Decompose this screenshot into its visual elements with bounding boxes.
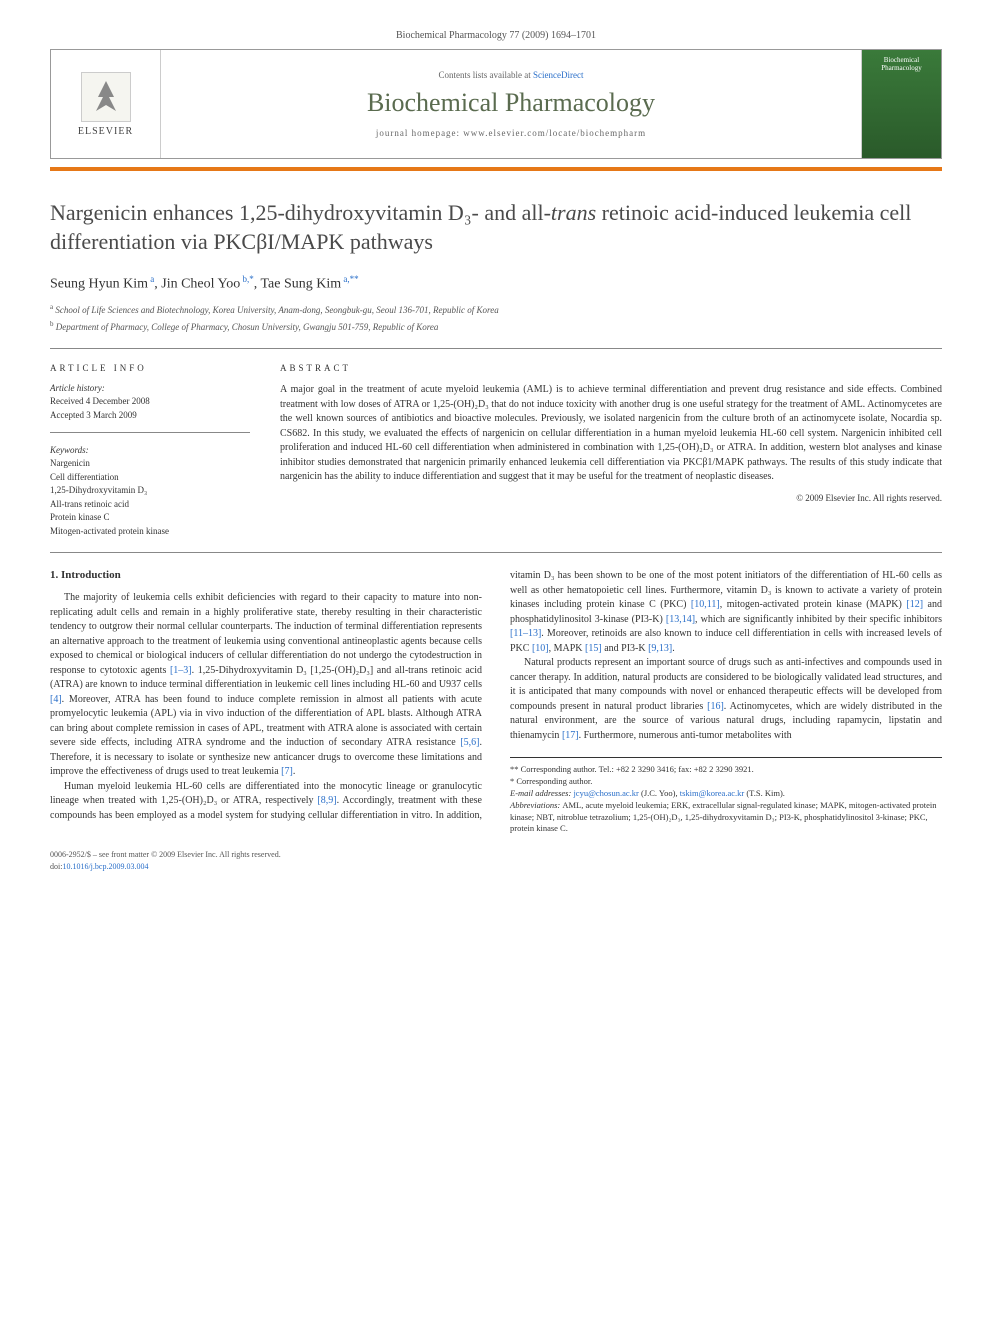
ref-12[interactable]: [12] <box>906 599 923 610</box>
intro-paragraph-3: Natural products represent an important … <box>510 656 942 743</box>
keyword: Cell differentiation <box>50 471 250 485</box>
contents-available: Contents lists available at ScienceDirec… <box>439 70 584 80</box>
doi-label: doi: <box>50 862 62 871</box>
contents-prefix: Contents lists available at <box>439 70 533 80</box>
article-info-column: ARTICLE INFO Article history: Received 4… <box>50 363 250 538</box>
received-line: Received 4 December 2008 <box>50 395 250 409</box>
keywords-list: NargenicinCell differentiation1,25-Dihyd… <box>50 457 250 538</box>
divider-top <box>50 348 942 349</box>
banner-center: Contents lists available at ScienceDirec… <box>161 50 861 158</box>
p2g: , MAPK <box>549 643 585 654</box>
keywords-block: Keywords: NargenicinCell differentiation… <box>50 445 250 538</box>
ref-11-13[interactable]: [11–13] <box>510 628 541 639</box>
journal-title: Biochemical Pharmacology <box>367 88 655 118</box>
cover-title: Biochemical Pharmacology <box>868 56 935 72</box>
keyword: Protein kinase C <box>50 511 250 525</box>
p1a: The majority of leukemia cells exhibit d… <box>50 592 482 676</box>
accent-bar <box>50 167 942 171</box>
keywords-label: Keywords: <box>50 445 250 455</box>
keyword: Mitogen-activated protein kinase <box>50 525 250 539</box>
ref-17[interactable]: [17] <box>562 730 579 741</box>
front-matter-line: 0006-2952/$ – see front matter © 2009 El… <box>50 849 942 860</box>
elsevier-tree-icon <box>81 72 131 122</box>
ref-5-6[interactable]: [5,6] <box>460 737 479 748</box>
doi-line: doi:10.1016/j.bcp.2009.03.004 <box>50 861 942 872</box>
footnotes: ** Corresponding author. Tel.: +82 2 329… <box>510 757 942 835</box>
page-footer: 0006-2952/$ – see front matter © 2009 El… <box>50 849 942 871</box>
publisher-logo-box: ELSEVIER <box>51 50 161 158</box>
p2i: . <box>672 643 675 654</box>
keyword: All-trans retinoic acid <box>50 498 250 512</box>
author-list: Seung Hyun Kim a, Jin Cheol Yoo b,*, Tae… <box>50 274 942 293</box>
abbrev-label: Abbreviations: <box>510 800 562 810</box>
p1c: . Moreover, ATRA has been found to induc… <box>50 694 482 749</box>
running-header: Biochemical Pharmacology 77 (2009) 1694–… <box>50 30 942 41</box>
corresponding-2: ** Corresponding author. Tel.: +82 2 329… <box>510 764 942 776</box>
abstract-text: A major goal in the treatment of acute m… <box>280 383 942 485</box>
ref-16[interactable]: [16] <box>707 701 724 712</box>
p1e: . <box>293 766 296 777</box>
journal-banner: ELSEVIER Contents lists available at Sci… <box>50 49 942 159</box>
email2-who: (T.S. Kim). <box>744 788 785 798</box>
doi-link[interactable]: 10.1016/j.bcp.2009.03.004 <box>62 862 148 871</box>
ref-4[interactable]: [4] <box>50 694 62 705</box>
affiliation: b Department of Pharmacy, College of Pha… <box>50 320 942 334</box>
ref-1-3[interactable]: [1–3] <box>170 665 192 676</box>
ref-13-14[interactable]: [13,14] <box>666 614 695 625</box>
intro-paragraph-1: The majority of leukemia cells exhibit d… <box>50 591 482 780</box>
affiliation: a School of Life Sciences and Biotechnol… <box>50 303 942 317</box>
journal-cover-thumbnail: Biochemical Pharmacology <box>861 50 941 158</box>
abbrev-text: AML, acute myeloid leukemia; ERK, extrac… <box>510 800 936 834</box>
article-title: Nargenicin enhances 1,25-dihydroxyvitami… <box>50 199 942 256</box>
info-divider <box>50 432 250 433</box>
ref-9-13[interactable]: [9,13] <box>648 643 672 654</box>
history-label: Article history: <box>50 383 250 393</box>
section-1-heading: 1. Introduction <box>50 569 482 581</box>
article-info-heading: ARTICLE INFO <box>50 363 250 373</box>
ref-10-11[interactable]: [10,11] <box>691 599 720 610</box>
email-kim[interactable]: tskim@korea.ac.kr <box>680 788 744 798</box>
divider-bottom <box>50 552 942 553</box>
accepted-line: Accepted 3 March 2009 <box>50 409 250 423</box>
journal-homepage: journal homepage: www.elsevier.com/locat… <box>376 128 646 138</box>
ref-10b[interactable]: [10] <box>532 643 549 654</box>
keyword: Nargenicin <box>50 457 250 471</box>
p3c: . Furthermore, numerous anti-tumor metab… <box>579 730 792 741</box>
sciencedirect-link[interactable]: ScienceDirect <box>533 70 583 80</box>
email-yoo[interactable]: jcyu@chosun.ac.kr <box>573 788 638 798</box>
body-columns: 1. Introduction The majority of leukemia… <box>50 569 942 835</box>
email-label: E-mail addresses: <box>510 788 573 798</box>
abstract-column: ABSTRACT A major goal in the treatment o… <box>280 363 942 538</box>
publisher-name: ELSEVIER <box>78 126 133 137</box>
ref-15[interactable]: [15] <box>585 643 602 654</box>
p2h: and PI3-K <box>602 643 648 654</box>
p2e: , which are significantly inhibited by t… <box>695 614 942 625</box>
copyright-line: © 2009 Elsevier Inc. All rights reserved… <box>280 493 942 503</box>
email1-who: (J.C. Yoo), <box>639 788 680 798</box>
abstract-heading: ABSTRACT <box>280 363 942 373</box>
abbreviations: Abbreviations: AML, acute myeloid leukem… <box>510 800 942 836</box>
affiliations: a School of Life Sciences and Biotechnol… <box>50 303 942 334</box>
keyword: 1,25-Dihydroxyvitamin D₃ <box>50 484 250 498</box>
ref-8-9[interactable]: [8,9] <box>317 795 336 806</box>
corresponding-1: * Corresponding author. <box>510 776 942 788</box>
p2c: , mitogen-activated protein kinase (MAPK… <box>720 599 907 610</box>
ref-7[interactable]: [7] <box>281 766 293 777</box>
email-addresses: E-mail addresses: jcyu@chosun.ac.kr (J.C… <box>510 788 942 800</box>
article-info-abstract-row: ARTICLE INFO Article history: Received 4… <box>50 363 942 538</box>
